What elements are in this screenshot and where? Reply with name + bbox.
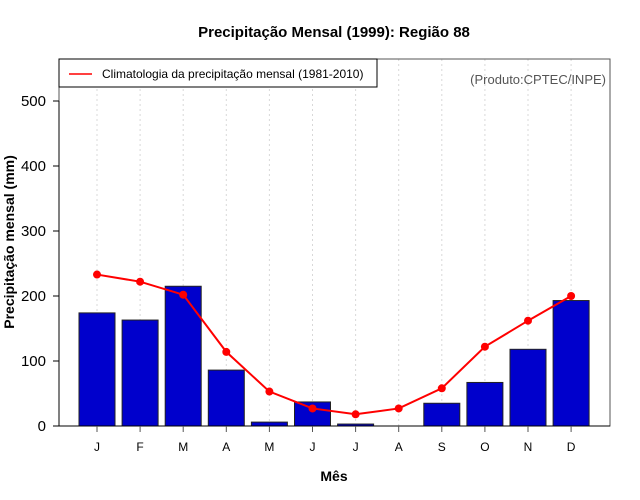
legend: Climatologia da precipitação mensal (198… [58,58,378,88]
x-tick-label: M [178,440,188,454]
climatology-point-9 [480,342,489,351]
bar-1 [121,319,159,427]
bar-11 [552,300,590,427]
credit-annotation: (Produto:CPTEC/INPE) [470,72,606,87]
x-tick-label: F [136,440,143,454]
legend-entry-climatology: Climatologia da precipitação mensal (198… [102,67,363,81]
legend-box [58,58,378,88]
x-tick-label: D [567,440,576,454]
bar-2 [164,285,202,427]
bar-10 [509,348,547,427]
climatology-point-2 [179,290,188,299]
bar-8 [423,402,461,427]
chart-title: Precipitação Mensal (1999): Região 88 [198,24,470,41]
y-tick-label: 100 [21,353,46,370]
x-tick-label: J [310,440,316,454]
y-tick-label: 300 [21,223,46,240]
y-axis-label: Precipitação mensal (mm) [1,155,17,329]
climatology-point-1 [136,277,145,286]
bar-4 [250,421,288,427]
climatology-point-10 [524,316,532,325]
x-tick-label: A [395,440,403,454]
y-tick-label: 200 [21,288,46,305]
climatology-point-6 [351,410,360,419]
y-axis: 0 100 200 300 400 500 [21,93,60,435]
climatology-point-3 [222,347,231,356]
x-tick-label: J [353,440,359,454]
bar-3 [207,369,245,427]
bar-0 [78,312,116,427]
x-axis-label: Mês [320,468,347,484]
climatology-point-5 [308,404,317,413]
climatology-point-8 [437,384,446,393]
x-tick-label: A [222,440,230,454]
x-tick-label: J [94,440,100,454]
x-tick-label: M [264,440,274,454]
y-tick-label: 400 [21,158,46,175]
y-tick-label: 500 [21,93,46,110]
climatology-line [96,273,572,416]
climatology-point-4 [265,387,274,396]
climatology-point-11 [567,292,576,300]
bar-9 [466,381,504,427]
climatology-point-0 [93,270,101,279]
x-tick-label: O [480,440,489,454]
x-tick-label: S [438,440,446,454]
y-tick-label: 0 [38,418,46,435]
climatology-series [93,270,576,419]
climatology-point-7 [394,404,403,413]
x-tick-label: N [524,440,533,454]
